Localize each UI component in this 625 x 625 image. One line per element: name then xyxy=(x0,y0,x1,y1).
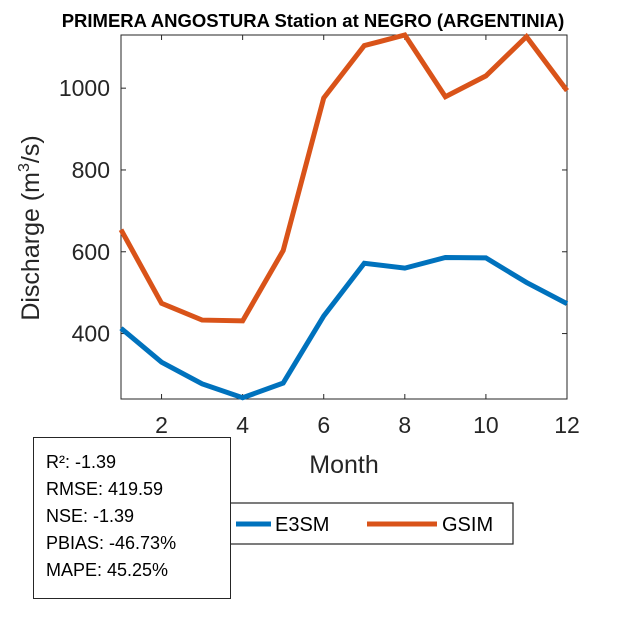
plot-area xyxy=(120,34,568,400)
stat-mape: MAPE: 45.25% xyxy=(46,560,169,580)
y-tick-label: 800 xyxy=(72,157,110,183)
x-axis-label: Month xyxy=(309,451,378,479)
stat-nse: NSE: -1.39 xyxy=(46,506,135,526)
x-tick-label: 10 xyxy=(473,412,499,438)
stat-rmse: RMSE: 419.59 xyxy=(46,479,164,499)
legend-label-gsim: GSIM xyxy=(442,514,493,536)
stat-pbias: PBIAS: -46.73% xyxy=(46,533,177,553)
stats-box: R²: -1.39 RMSE: 419.59 NSE: -1.39 PBIAS:… xyxy=(33,437,231,599)
x-tick-label: 2 xyxy=(155,412,168,438)
y-tick-label: 1000 xyxy=(59,75,110,101)
series-line-e3sm xyxy=(119,254,569,401)
x-tick-label: 12 xyxy=(554,412,580,438)
legend-label-e3sm: E3SM xyxy=(275,514,329,536)
y-tick-label: 600 xyxy=(72,239,110,265)
chart-title: PRIMERA ANGOSTURA Station at NEGRO (ARGE… xyxy=(62,10,565,31)
legend: E3SM GSIM xyxy=(227,502,514,545)
x-tick-label: 4 xyxy=(236,412,249,438)
x-tick-label: 6 xyxy=(317,412,330,438)
series-line-gsim xyxy=(118,32,569,324)
x-tick-label: 8 xyxy=(398,412,411,438)
y-axis-label: Discharge (m3/s) xyxy=(16,135,45,320)
y-tick-label: 400 xyxy=(72,321,110,347)
stat-r2: R²: -1.39 xyxy=(46,452,117,472)
